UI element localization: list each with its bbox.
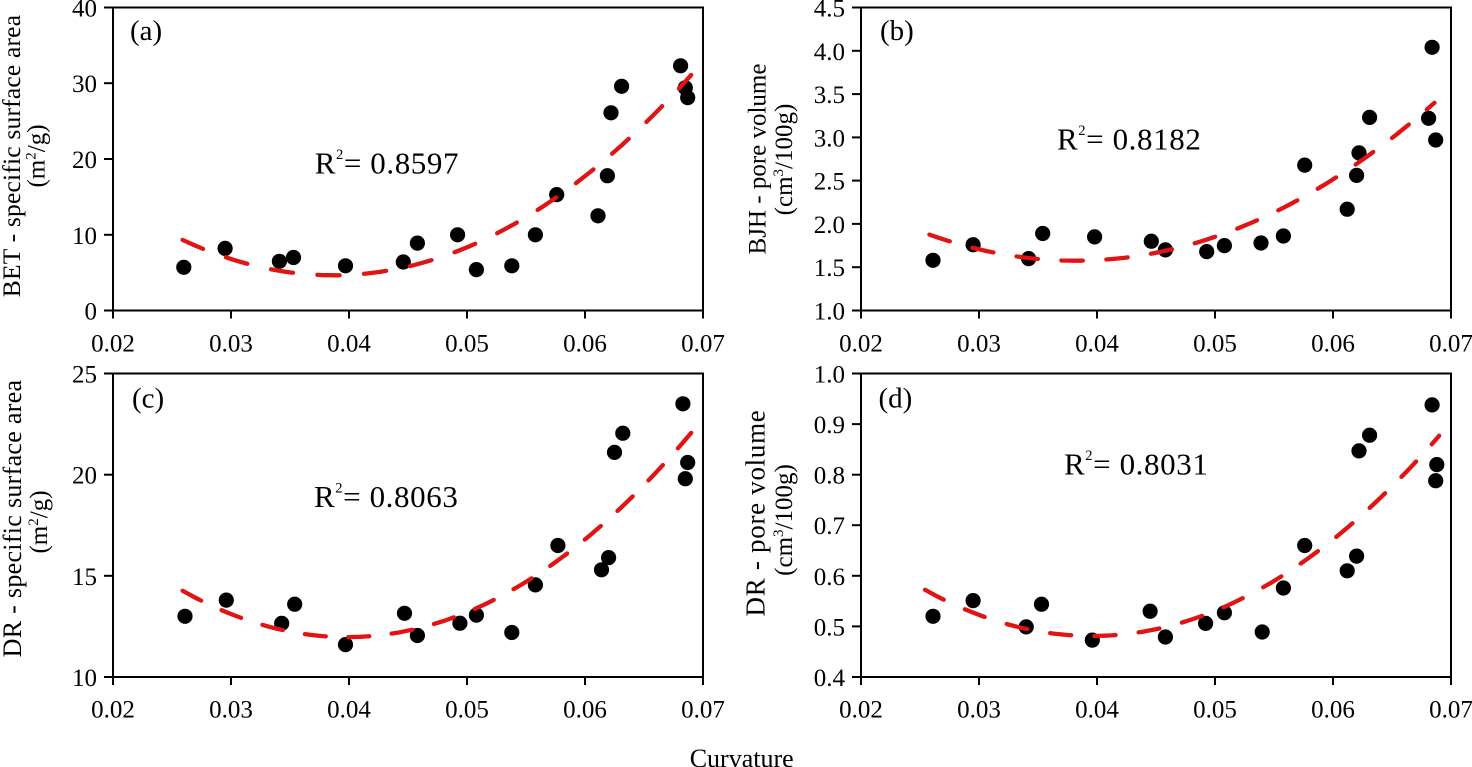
svg-text:10: 10 — [72, 665, 97, 692]
svg-text:0.04: 0.04 — [327, 697, 371, 724]
svg-text:0.05: 0.05 — [445, 331, 489, 358]
svg-text:0.04: 0.04 — [327, 331, 371, 358]
svg-text:0.07: 0.07 — [1429, 697, 1472, 724]
svg-text:0.07: 0.07 — [1429, 331, 1472, 358]
svg-text:0.8: 0.8 — [814, 463, 845, 490]
svg-text:0.05: 0.05 — [1193, 697, 1237, 724]
svg-text:3.0: 3.0 — [814, 125, 845, 152]
svg-text:25: 25 — [72, 362, 97, 389]
svg-text:0.5: 0.5 — [814, 614, 845, 641]
svg-text:0.02: 0.02 — [839, 331, 883, 358]
svg-text:0.07: 0.07 — [681, 331, 725, 358]
svg-text:15: 15 — [72, 564, 97, 591]
svg-text:20: 20 — [72, 463, 97, 490]
svg-text:10: 10 — [72, 223, 97, 250]
svg-text:0.03: 0.03 — [957, 331, 1001, 358]
svg-text:0.06: 0.06 — [1311, 697, 1355, 724]
svg-text:4.5: 4.5 — [814, 0, 845, 23]
svg-text:2.0: 2.0 — [814, 212, 845, 239]
svg-text:1.5: 1.5 — [814, 255, 845, 282]
svg-text:0.06: 0.06 — [563, 331, 607, 358]
svg-text:0.03: 0.03 — [209, 697, 253, 724]
svg-text:2.5: 2.5 — [814, 169, 845, 196]
svg-text:0.07: 0.07 — [681, 697, 725, 724]
svg-text:DR - pore volume: DR - pore volume — [741, 410, 771, 617]
svg-text:Curvature: Curvature — [690, 744, 794, 767]
svg-text:4.0: 4.0 — [814, 39, 845, 66]
svg-text:0.6: 0.6 — [814, 564, 845, 591]
svg-text:0.03: 0.03 — [957, 697, 1001, 724]
svg-text:0.02: 0.02 — [839, 697, 883, 724]
svg-text:(cm3/100g): (cm3/100g) — [771, 104, 798, 216]
svg-text:DR - specific surface area: DR - specific surface area — [0, 379, 27, 657]
svg-text:0: 0 — [85, 299, 98, 326]
svg-text:3.5: 3.5 — [814, 82, 845, 109]
svg-text:30: 30 — [72, 71, 97, 98]
svg-text:0.4: 0.4 — [814, 665, 846, 692]
svg-text:0.06: 0.06 — [563, 697, 607, 724]
svg-text:0.7: 0.7 — [814, 513, 845, 540]
svg-text:0.9: 0.9 — [814, 412, 845, 439]
svg-text:(b): (b) — [880, 15, 914, 47]
svg-text:0.04: 0.04 — [1075, 697, 1119, 724]
svg-text:0.02: 0.02 — [91, 331, 135, 358]
svg-text:1.0: 1.0 — [814, 299, 845, 326]
svg-text:40: 40 — [72, 0, 97, 23]
svg-text:(d): (d) — [879, 383, 913, 415]
svg-text:R2= 0.8182: R2= 0.8182 — [1057, 122, 1201, 157]
svg-text:0.03: 0.03 — [209, 331, 253, 358]
svg-text:1.0: 1.0 — [814, 362, 845, 389]
svg-text:0.05: 0.05 — [1193, 331, 1237, 358]
svg-text:(c): (c) — [132, 383, 164, 415]
svg-text:0.06: 0.06 — [1311, 331, 1355, 358]
svg-text:0.02: 0.02 — [91, 697, 135, 724]
svg-text:0.05: 0.05 — [445, 697, 489, 724]
svg-text:(a): (a) — [130, 15, 162, 47]
svg-text:20: 20 — [72, 147, 97, 174]
svg-text:BJH - pore volume: BJH - pore volume — [745, 64, 772, 255]
svg-text:(cm3/100g): (cm3/100g) — [771, 464, 798, 576]
svg-text:BET - specific surface area: BET - specific surface area — [0, 15, 26, 297]
svg-text:0.04: 0.04 — [1075, 331, 1119, 358]
